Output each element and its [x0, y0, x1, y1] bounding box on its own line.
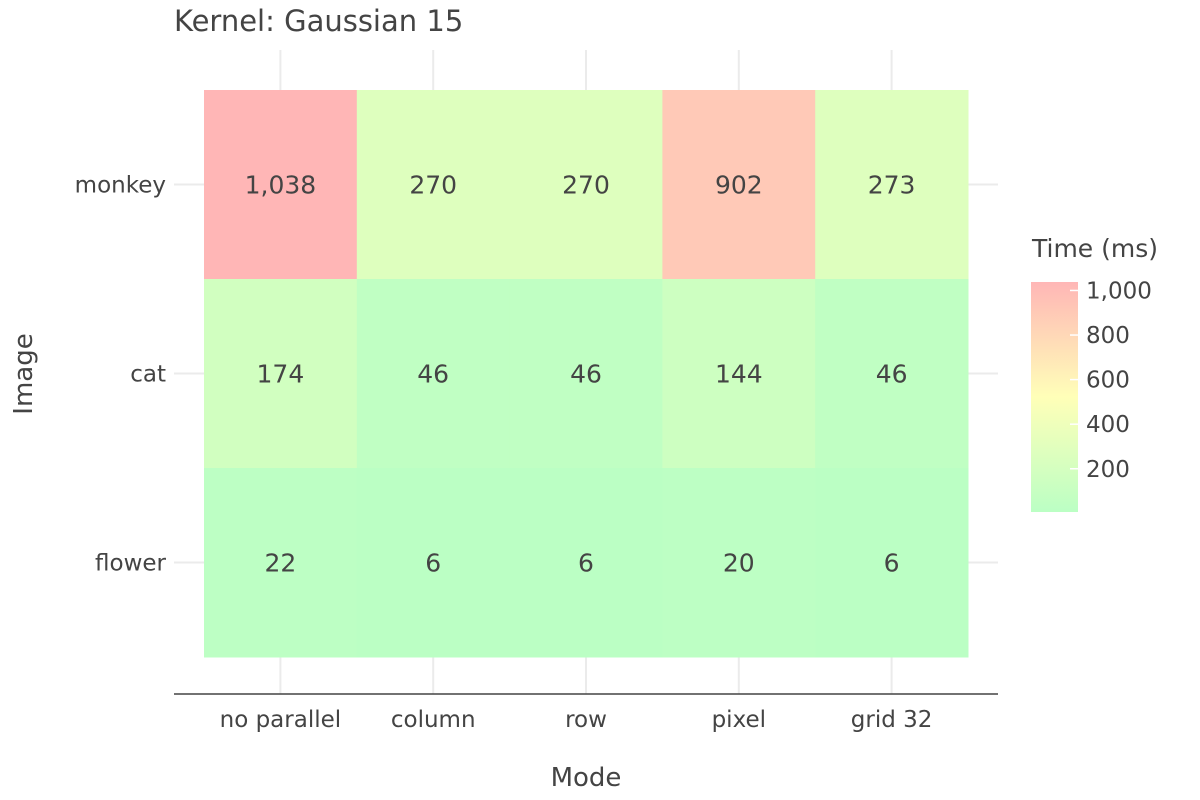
heatmap-cells — [204, 90, 969, 658]
colorbar-gradient — [1031, 282, 1078, 512]
cell-value-label: 6 — [884, 549, 900, 578]
cell-value-label: 46 — [876, 360, 908, 389]
chart-title: Kernel: Gaussian 15 — [174, 4, 464, 38]
y-tick-labels: monkey cat flower — [75, 173, 167, 577]
y-axis-title: Image — [9, 333, 39, 414]
colorbar-title: Time (ms) — [1032, 234, 1159, 263]
heatmap-cell — [356, 468, 511, 658]
heatmap-cell — [509, 468, 663, 658]
cell-value-label: 273 — [868, 171, 916, 200]
cell-value-label: 22 — [264, 549, 296, 578]
cell-value-label: 270 — [409, 171, 457, 200]
heatmap-cell — [356, 279, 511, 469]
cell-value-label: 46 — [417, 360, 449, 389]
x-tick-label: no parallel — [220, 707, 342, 733]
cell-value-label: 270 — [562, 171, 610, 200]
heatmap-cell — [662, 468, 816, 658]
cell-value-label: 902 — [715, 171, 763, 200]
heatmap-cell — [204, 468, 358, 658]
heatmap-cell — [662, 90, 816, 280]
cell-labels: 1,038 270 270 902 273 174 46 46 144 46 22 6 6 20 6 — [245, 171, 916, 578]
x-axis-title: Mode — [551, 763, 622, 793]
x-tick-label: grid 32 — [851, 707, 933, 733]
heatmap-cell — [815, 279, 969, 469]
y-tick-label: monkey — [75, 173, 166, 199]
y-tick-label: flower — [95, 551, 167, 577]
x-tick-labels: no parallel column row pixel grid 32 — [220, 707, 933, 733]
x-tick-label: pixel — [712, 707, 766, 733]
cell-value-label: 1,038 — [245, 171, 317, 200]
cell-value-label: 144 — [715, 360, 763, 389]
y-tick-label: cat — [130, 362, 166, 388]
x-tick-label: column — [391, 707, 476, 733]
colorbar-tick-label: 800 — [1086, 323, 1130, 349]
heatmap-cell — [356, 90, 511, 280]
heatmap-cell — [815, 468, 969, 658]
heatmap-cell — [509, 279, 663, 469]
heatmap-cell — [509, 90, 663, 280]
colorbar: 200 400 600 800 1,000 — [1031, 278, 1152, 512]
heatmap-cell — [662, 279, 816, 469]
colorbar-tick-label: 600 — [1086, 368, 1130, 394]
cell-value-label: 46 — [570, 360, 602, 389]
cell-value-label: 6 — [578, 549, 594, 578]
heatmap-cell — [204, 90, 358, 280]
colorbar-tick-label: 400 — [1086, 412, 1130, 438]
heatmap-cell — [204, 279, 358, 469]
cell-value-label: 20 — [723, 549, 755, 578]
cell-value-label: 174 — [257, 360, 305, 389]
colorbar-tick-label: 1,000 — [1086, 278, 1152, 304]
x-tick-label: row — [565, 707, 607, 733]
cell-value-label: 6 — [425, 549, 441, 578]
colorbar-tick-label: 200 — [1086, 457, 1130, 483]
heatmap-cell — [815, 90, 969, 280]
